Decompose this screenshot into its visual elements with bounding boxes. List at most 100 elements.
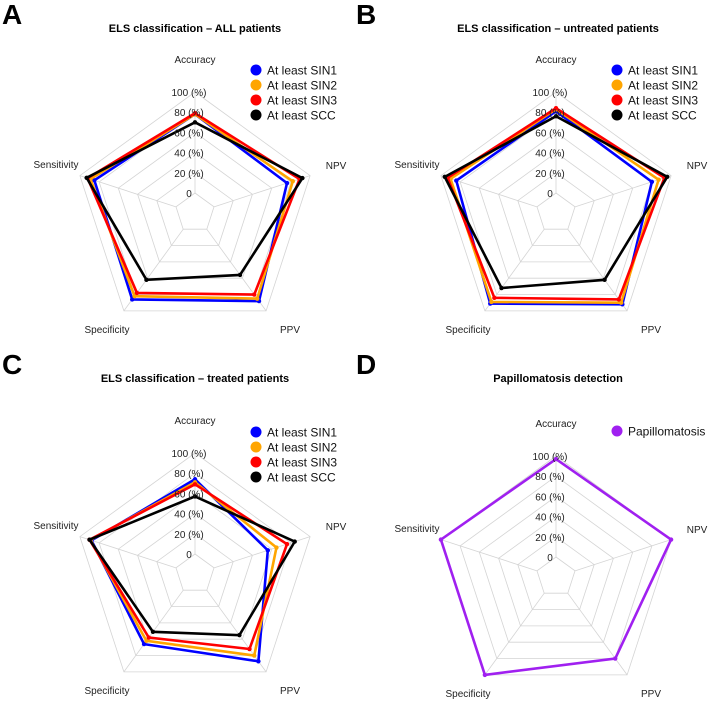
axis-label: Specificity (84, 686, 129, 697)
grid-ring (117, 492, 273, 640)
grid-ring (498, 516, 614, 627)
series-line-3 (87, 495, 297, 637)
grid-ring (156, 172, 234, 246)
grid-spoke (79, 536, 177, 569)
legend-marker (611, 425, 623, 437)
data-point (618, 300, 624, 305)
grid-ring (517, 536, 595, 610)
legend-label: Papillomatosis (628, 425, 705, 439)
tick-label: 20 (%) (174, 530, 203, 541)
tick-label: 40 (%) (535, 149, 564, 160)
data-point (129, 297, 135, 302)
data-point (613, 656, 618, 661)
data-point (256, 659, 261, 664)
tick-label: 0 (186, 550, 192, 561)
legend-marker (611, 109, 623, 121)
data-point (252, 292, 257, 297)
data-point (141, 641, 147, 647)
legend-label: At least SIN1 (267, 426, 337, 440)
axis-label: Accuracy (535, 55, 576, 66)
legend-label: At least SIN1 (267, 64, 337, 78)
series-line-3 (443, 114, 670, 290)
legend-marker (250, 471, 262, 483)
series-line-0 (92, 112, 289, 303)
tick-label: 60 (%) (174, 489, 203, 500)
data-point (192, 120, 198, 125)
data-point (292, 539, 297, 544)
data-point (92, 178, 97, 183)
series-line-0 (439, 457, 673, 677)
grid-ring (440, 91, 672, 312)
tick-label: 60 (%) (174, 128, 203, 139)
data-point (132, 293, 137, 299)
data-point (144, 638, 149, 644)
axis-label: NPV (326, 522, 347, 533)
data-point (553, 105, 559, 111)
grid-spoke (440, 539, 538, 572)
tick-label: 40 (%) (174, 510, 203, 521)
data-point (290, 179, 295, 184)
axis-label: Accuracy (535, 419, 576, 430)
data-point (553, 456, 559, 462)
data-point (649, 179, 655, 185)
axis-label: PPV (641, 689, 661, 700)
axis-label: Accuracy (174, 55, 215, 66)
data-point (284, 541, 290, 547)
data-point (482, 672, 488, 678)
data-point (237, 632, 242, 638)
data-point (668, 537, 674, 542)
legend-label: At least SCC (267, 471, 336, 485)
grid-spoke (484, 592, 545, 676)
series-line-1 (448, 107, 661, 305)
data-point (150, 629, 156, 635)
data-point (192, 494, 198, 499)
data-point (134, 290, 140, 296)
data-point (252, 653, 257, 658)
grid-ring (459, 475, 653, 659)
grid-ring (536, 192, 576, 230)
grid-ring (536, 556, 576, 594)
tick-label: 80 (%) (535, 108, 564, 119)
grid-spoke (567, 228, 628, 312)
grid-ring (156, 533, 234, 607)
axis-label: Sensitivity (394, 160, 439, 171)
legend-label: At least SIN2 (267, 79, 337, 93)
tick-label: 80 (%) (174, 469, 203, 480)
tick-label: 40 (%) (535, 513, 564, 524)
legend-label: At least SIN2 (267, 441, 337, 455)
data-point (274, 545, 279, 550)
axis-label: Sensitivity (33, 160, 78, 171)
data-point (265, 548, 271, 553)
chart-title: ELS classification – ALL patients (109, 23, 281, 35)
tick-label: 100 (%) (171, 88, 206, 99)
data-point (84, 175, 89, 180)
legend-label: At least SIN2 (628, 79, 698, 93)
series-line-0 (454, 109, 654, 306)
legend-marker (250, 79, 262, 91)
legend-marker (250, 456, 262, 468)
tick-label: 0 (547, 553, 553, 564)
legend-label: At least SCC (267, 109, 336, 123)
data-point (300, 175, 305, 181)
panel-letter: D (356, 349, 376, 380)
grid-spoke (574, 175, 672, 208)
legend-marker (611, 64, 623, 76)
data-point (602, 277, 607, 283)
radar-panel-b: B ELS classification – untreated patients… (356, 0, 708, 336)
data-point (144, 277, 149, 283)
grid-ring (517, 172, 595, 246)
tick-label: 60 (%) (535, 128, 564, 139)
legend-marker (250, 64, 262, 76)
data-point (616, 297, 622, 302)
axis-label: PPV (280, 686, 300, 697)
chart-title: ELS classification – untreated patients (457, 23, 659, 35)
axis-label: Specificity (445, 689, 490, 700)
radar-panel-c: C ELS classification – treated patients 0 2… (2, 349, 347, 697)
grid-ring (175, 553, 215, 591)
data-point (454, 178, 459, 183)
chart-title: ELS classification – treated patients (101, 373, 289, 385)
grid-spoke (574, 539, 672, 572)
tick-label: 0 (547, 189, 553, 200)
data-point (438, 537, 444, 542)
data-point (665, 174, 670, 180)
